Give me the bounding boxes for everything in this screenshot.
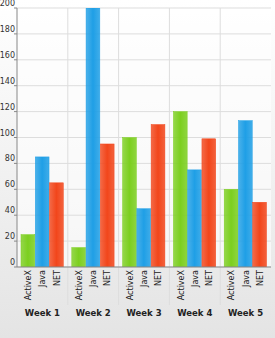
x-tick-label: Week 2: [76, 308, 111, 318]
plot-area: [17, 8, 271, 267]
y-tick-label: 60: [5, 180, 15, 189]
y-tick-label: 0: [10, 258, 15, 267]
bars: [21, 8, 267, 267]
bar: [72, 248, 86, 267]
x-axis: [17, 267, 271, 268]
category-separator: [67, 8, 68, 305]
series-label: Java: [140, 270, 149, 288]
bar: [50, 183, 64, 267]
series-label: NET: [53, 270, 62, 286]
bar: [100, 144, 114, 267]
series-label: Java: [38, 270, 47, 288]
grid-line: [17, 33, 271, 34]
chart: 0 20 40 60 80 100 120 140 160 180 200 ActiveX Java NE…: [0, 0, 275, 338]
series-label: NET: [256, 270, 265, 286]
x-tick-label: Week 5: [228, 308, 263, 318]
bar: [202, 139, 216, 267]
grid-line: [17, 85, 271, 86]
series-label: ActiveX: [75, 269, 84, 300]
bar: [137, 209, 151, 267]
y-tick-label: 160: [0, 51, 15, 60]
series-label: ActiveX: [177, 269, 186, 300]
series-label: NET: [103, 270, 112, 286]
series-label: NET: [154, 270, 163, 286]
x-tick-label: Week 3: [126, 308, 161, 318]
series-label: Java: [89, 270, 98, 288]
bar: [253, 202, 267, 267]
y-tick-label: 40: [5, 206, 15, 215]
bar: [224, 189, 238, 267]
bar: [173, 112, 187, 267]
category-separator: [220, 8, 221, 305]
grid-line: [17, 267, 271, 268]
series-label: ActiveX: [24, 269, 33, 300]
x-tick-label: Week 4: [177, 308, 212, 318]
y-tick-label: 20: [5, 232, 15, 241]
series-label: Java: [242, 270, 251, 288]
grid-line: [17, 137, 271, 138]
series-label: Java: [191, 270, 200, 288]
category-separator: [169, 8, 170, 305]
y-tick-label: 200: [0, 0, 15, 8]
series-label: NET: [205, 270, 214, 286]
bar: [86, 8, 100, 267]
series-label: ActiveX: [227, 269, 236, 300]
category-separator: [118, 8, 119, 305]
y-tick-label: 140: [0, 77, 15, 86]
bar: [35, 157, 49, 267]
grid-line: [17, 111, 271, 112]
y-tick-label: 80: [5, 154, 15, 163]
y-axis: [17, 8, 18, 267]
bar: [151, 125, 165, 267]
bar: [238, 121, 252, 267]
series-label: ActiveX: [126, 269, 135, 300]
grid-line: [17, 59, 271, 60]
bar: [188, 170, 202, 267]
x-tick-label: Week 1: [25, 308, 60, 318]
background: [0, 0, 275, 338]
y-tick-label: 100: [0, 129, 15, 138]
y-tick-label: 120: [0, 103, 15, 112]
grid-line: [17, 8, 271, 9]
bar: [21, 235, 35, 267]
grid-line: [17, 163, 271, 164]
bar: [123, 138, 137, 268]
y-tick-label: 180: [0, 25, 15, 34]
